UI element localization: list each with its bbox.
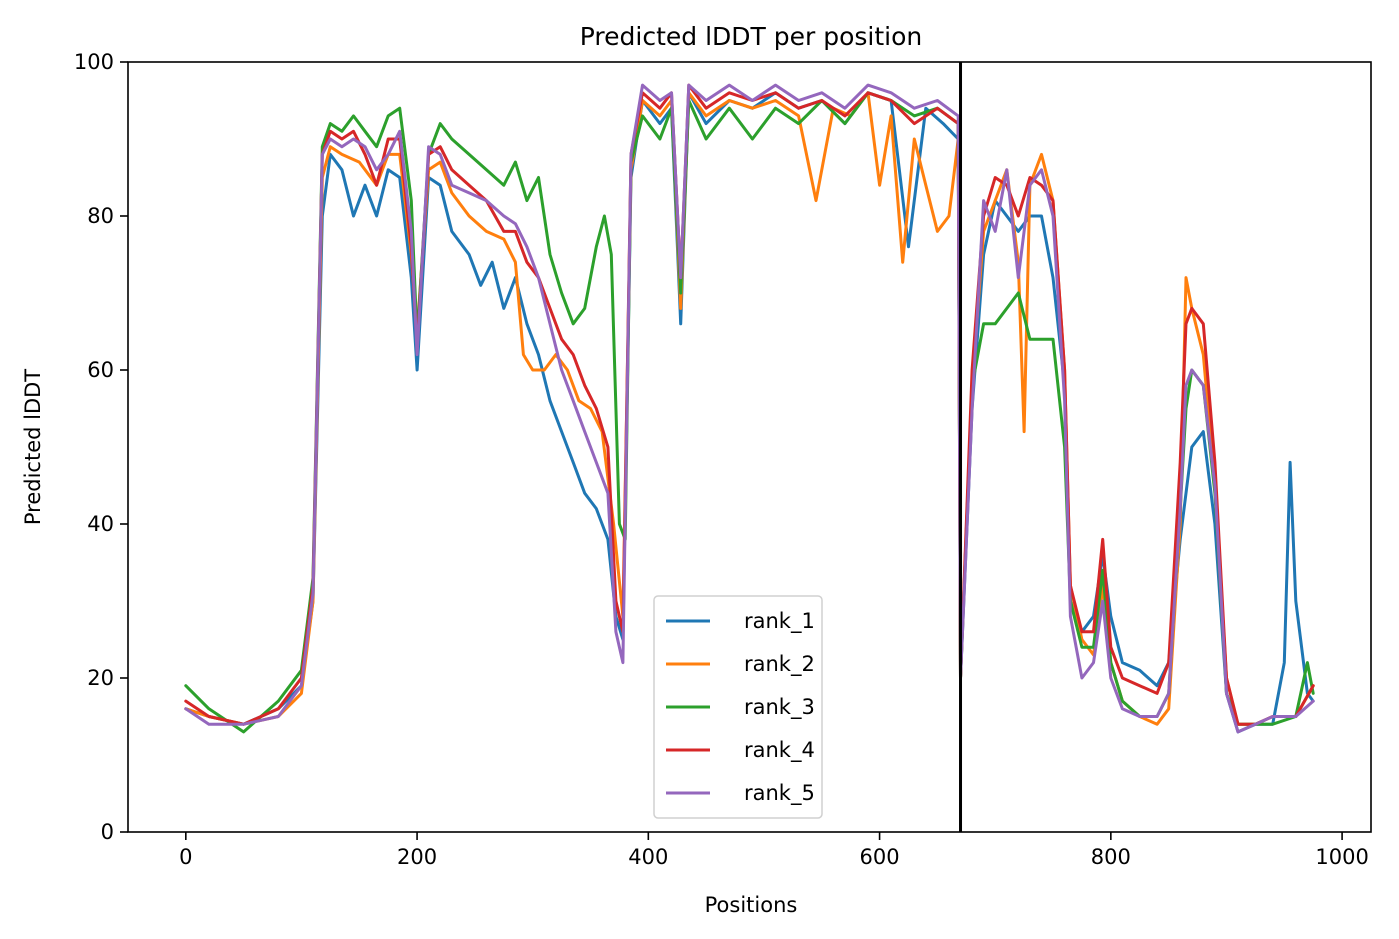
x-tick-label: 800 bbox=[1091, 845, 1131, 869]
legend-label-rank_5: rank_5 bbox=[744, 781, 815, 806]
x-tick-label: 0 bbox=[179, 845, 192, 869]
y-tick-label: 40 bbox=[87, 512, 114, 536]
plot-frame bbox=[127, 61, 1372, 833]
x-tick-label: 400 bbox=[628, 845, 668, 869]
x-axis: 0 200 400 600 800 1000 bbox=[179, 832, 1369, 869]
chart-title: Predicted lDDT per position bbox=[580, 22, 922, 51]
legend-box bbox=[653, 595, 823, 819]
x-tick-label: 600 bbox=[860, 845, 900, 869]
legend-label-rank_4: rank_4 bbox=[744, 738, 815, 763]
y-tick-label: 60 bbox=[87, 358, 114, 382]
x-tick-label: 200 bbox=[397, 845, 437, 869]
legend-label-rank_3: rank_3 bbox=[744, 695, 815, 720]
plot-lines bbox=[184, 62, 1315, 832]
legend-label-rank_1: rank_1 bbox=[744, 609, 815, 634]
x-axis-title: Positions bbox=[705, 893, 798, 917]
legend-label-rank_2: rank_2 bbox=[744, 652, 815, 677]
x-tick-label: 1000 bbox=[1315, 845, 1368, 869]
y-tick-label: 0 bbox=[101, 820, 114, 844]
y-tick-label: 80 bbox=[87, 204, 114, 228]
series-line-rank_5 bbox=[184, 83, 1315, 734]
y-axis-title: Predicted lDDT bbox=[21, 369, 45, 525]
y-tick-label: 20 bbox=[87, 666, 114, 690]
y-axis: 0 20 40 60 80 100 bbox=[74, 50, 128, 844]
legend: rank_1 rank_2 rank_3 rank_4 rank_5 bbox=[653, 595, 823, 819]
y-tick-label: 100 bbox=[74, 50, 114, 74]
